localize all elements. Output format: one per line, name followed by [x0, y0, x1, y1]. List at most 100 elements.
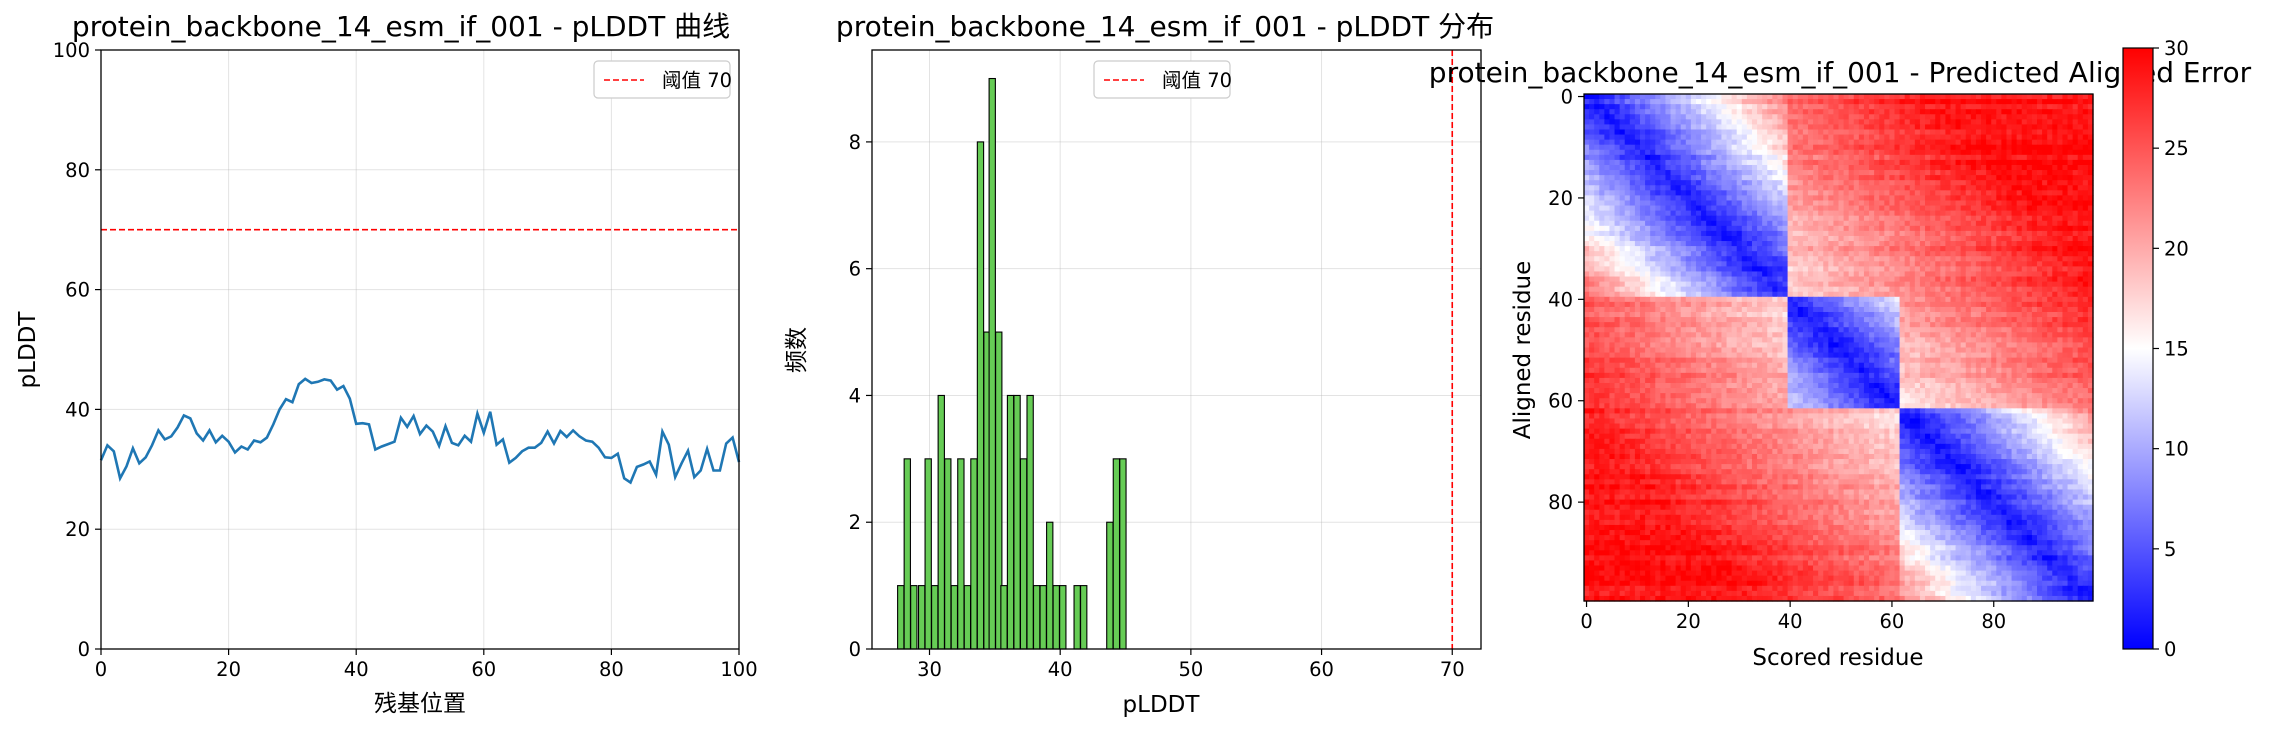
heatmap-cell — [1614, 205, 1621, 212]
heatmap-cell — [1863, 94, 1870, 100]
heatmap-cell — [1833, 164, 1840, 171]
heatmap-cell — [1970, 271, 1977, 278]
heatmap-cell — [1680, 296, 1687, 303]
heatmap-cell — [2001, 170, 2008, 176]
heatmap-cell — [1767, 286, 1773, 293]
heatmap-cell — [1782, 332, 1789, 338]
heatmap-cell — [1685, 134, 1692, 141]
heatmap-cell — [1706, 195, 1712, 202]
heatmap-cell — [1701, 170, 1707, 176]
heatmap-cell — [2077, 119, 2084, 126]
heatmap-cell — [1970, 251, 1977, 257]
heatmap-cell — [1818, 256, 1824, 262]
heatmap-cell — [1884, 256, 1890, 262]
heatmap-cell — [1706, 200, 1712, 207]
heatmap-cell — [1945, 109, 1952, 115]
heatmap-cell — [1853, 154, 1860, 161]
heatmap-cell — [1695, 175, 1702, 181]
heatmap-cell — [1797, 195, 1804, 202]
heatmap-cell — [1751, 220, 1758, 227]
heatmap-cell — [1609, 230, 1616, 237]
heatmap-cell — [1935, 230, 1941, 237]
heatmap-cell — [2047, 170, 2053, 176]
heatmap-cell — [1584, 144, 1590, 151]
heatmap-cell — [1950, 159, 1957, 166]
heatmap-cell — [1594, 286, 1600, 293]
heatmap-cell — [1960, 99, 1967, 105]
heatmap-cell — [2072, 256, 2079, 262]
heatmap-cell — [1919, 306, 1926, 313]
heatmap-cell — [2072, 170, 2079, 176]
histogram-bar — [976, 141, 985, 650]
heatmap-cell — [1675, 99, 1682, 105]
heatmap-cell — [1726, 327, 1733, 333]
heatmap-cell — [1721, 94, 1728, 100]
heatmap-cell — [1695, 180, 1702, 186]
heatmap-cell — [1935, 200, 1941, 207]
heatmap-cell — [2072, 114, 2079, 120]
heatmap-cell — [1741, 205, 1748, 212]
heatmap-cell — [1914, 159, 1921, 166]
heatmap-cell — [1690, 317, 1697, 323]
heatmap-cell — [1767, 134, 1773, 141]
heatmap-cell — [1869, 317, 1875, 323]
heatmap-cell — [1736, 230, 1743, 237]
heatmap-cell — [1838, 266, 1845, 273]
heatmap-cell — [1955, 180, 1962, 186]
heatmap-cell — [1889, 271, 1896, 278]
heatmap-cell — [1899, 327, 1906, 333]
heatmap-cell — [1634, 281, 1641, 288]
heatmap-cell — [2047, 301, 2053, 308]
heatmap-cell — [1736, 276, 1743, 283]
heatmap-cell — [1925, 266, 1931, 273]
heatmap-cell — [1634, 286, 1641, 293]
heatmap-cell — [1894, 119, 1901, 126]
heatmap-cell — [1757, 134, 1763, 141]
heatmap-cell — [1874, 129, 1880, 136]
heatmap-cell — [1935, 256, 1941, 262]
heatmap-cell — [2067, 180, 2074, 186]
heatmap-cell — [1863, 225, 1870, 232]
heatmap-cell — [1695, 215, 1702, 222]
heatmap-cell — [1807, 215, 1814, 222]
heatmap-cell — [1731, 251, 1738, 257]
heatmap-cell — [1716, 230, 1723, 237]
heatmap-cell — [1619, 144, 1626, 151]
heatmap-cell — [1650, 317, 1656, 323]
heatmap-cell — [1792, 276, 1799, 283]
heatmap-cell — [1650, 139, 1656, 146]
heatmap-cell — [1629, 266, 1636, 273]
heatmap-cell — [1848, 104, 1855, 110]
heatmap-cell — [2072, 271, 2079, 278]
heatmap-cell — [2077, 129, 2084, 136]
heatmap-cell — [2052, 175, 2058, 181]
heatmap-cell — [1955, 246, 1962, 252]
heatmap-cell — [1914, 104, 1921, 110]
heatmap-cell — [1813, 261, 1819, 267]
heatmap-cell — [1701, 251, 1707, 257]
heatmap-cell — [1848, 306, 1855, 313]
heatmap-cell — [1680, 154, 1687, 161]
heatmap-cell — [1695, 261, 1702, 267]
heatmap-cell — [1762, 154, 1768, 161]
heatmap-cell — [1889, 185, 1896, 191]
heatmap-cell — [1711, 246, 1717, 252]
heatmap-cell — [2011, 200, 2018, 207]
heatmap-cell — [1721, 220, 1728, 227]
heatmap-cell — [1624, 114, 1631, 120]
heatmap-cell — [1996, 312, 2002, 318]
heatmap-cell — [1639, 220, 1646, 227]
heatmap-cell — [2067, 251, 2074, 257]
heatmap-cell — [1838, 119, 1845, 126]
heatmap-cell — [1807, 256, 1814, 262]
heatmap-cell — [2077, 134, 2084, 141]
heatmap-cell — [1975, 220, 1982, 227]
heatmap-cell — [2042, 230, 2048, 237]
heatmap-cell — [2026, 139, 2033, 146]
heatmap-cell — [1874, 109, 1880, 115]
heatmap-cell — [1879, 322, 1885, 328]
heatmap-cell — [1634, 134, 1641, 141]
heatmap-cell — [1777, 251, 1784, 257]
heatmap-cell — [1680, 210, 1687, 217]
heatmap-cell — [1695, 200, 1702, 207]
